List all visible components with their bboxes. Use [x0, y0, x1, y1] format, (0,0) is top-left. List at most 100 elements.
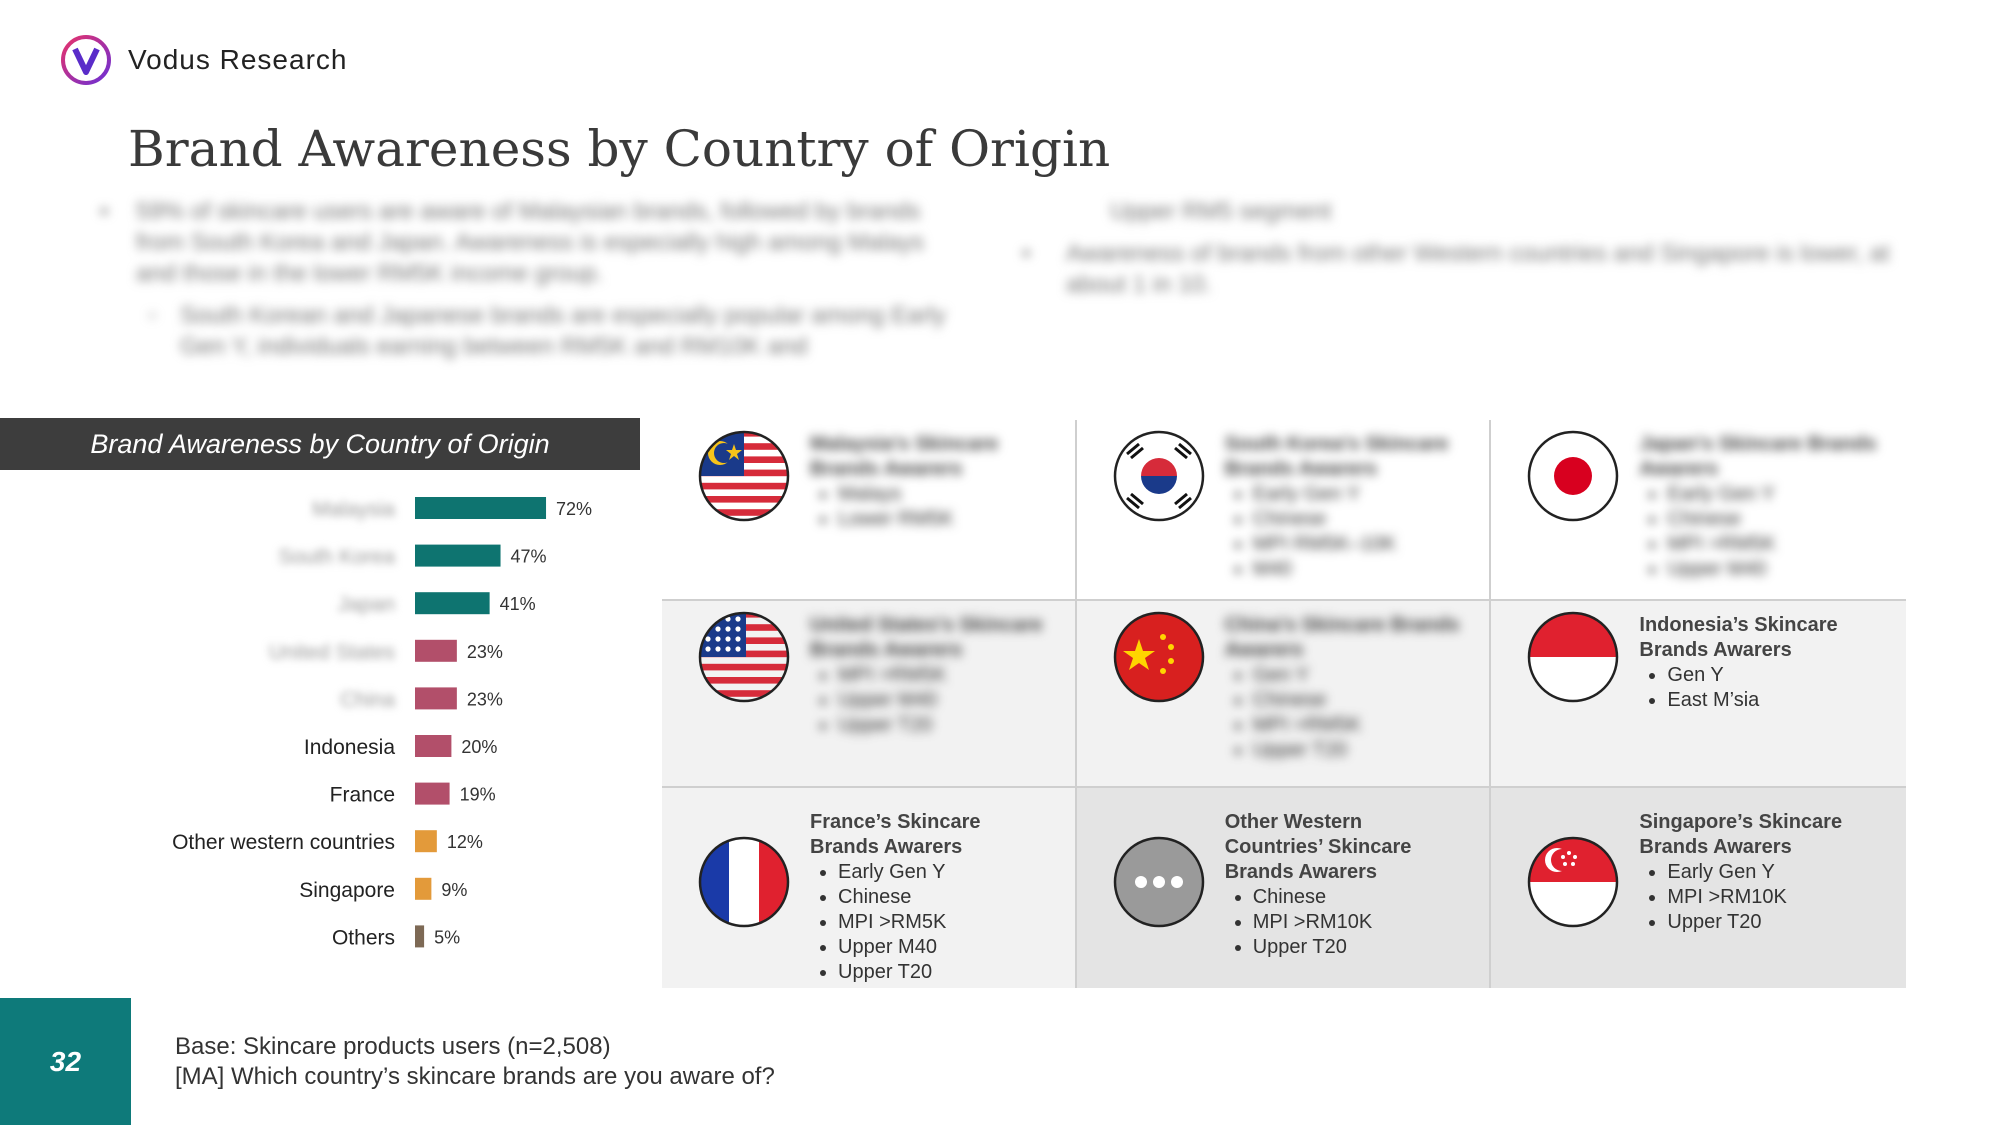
awarers-list: MalaysLower RM5K [810, 482, 1050, 532]
awarers-text: United States's Skincare Brands AwarersM… [810, 613, 1050, 738]
awarers-cell: United States's Skincare Brands AwarersM… [662, 601, 1077, 788]
list-item: MPI >RM5K [838, 910, 1050, 935]
awarers-cell: France’s Skincare Brands AwarersEarly Ge… [662, 788, 1077, 988]
category-label: Other western countries [172, 831, 395, 854]
list-item: Gen Y [1253, 663, 1465, 688]
list-item: M40 [1253, 557, 1465, 582]
awarers-cell: Singapore’s Skincare Brands AwarersEarly… [1491, 788, 1907, 988]
list-item: Upper M40 [838, 688, 1050, 713]
bar-china [415, 687, 457, 710]
awarers-text: Japan's Skincare Brands AwarersEarly Gen… [1639, 432, 1879, 582]
awarers-text: Singapore’s Skincare Brands AwarersEarly… [1639, 810, 1879, 935]
blurred-text: Upper RM5 segment [1110, 198, 1332, 225]
singapore-flag [1527, 836, 1619, 928]
value-label: 23% [467, 642, 503, 662]
list-item: Gen Y [1667, 663, 1879, 688]
vodus-logo-icon [61, 35, 111, 85]
list-item: Early Gen Y [1253, 482, 1465, 507]
usa-flag [698, 611, 790, 703]
awarers-cell: Malaysia's Skincare Brands AwarersMalays… [662, 420, 1077, 601]
category-label: South Korea [278, 546, 395, 569]
category-label: Singapore [299, 879, 395, 902]
list-item: Upper M40 [1667, 557, 1879, 582]
awarers-text: China's Skincare Brands AwarersGen YChin… [1225, 613, 1465, 763]
list-item: MPI RM5K–10K [1253, 532, 1465, 557]
brand-name: Vodus Research [128, 44, 348, 75]
awarers-text: Other Western Countries’ Skincare Brands… [1225, 810, 1465, 960]
list-item: Upper T20 [838, 960, 1050, 985]
awarers-text: South Korea's Skincare Brands AwarersEar… [1225, 432, 1465, 582]
awarers-list: MPI >RM5KUpper M40Upper T20 [810, 663, 1050, 738]
bar-others [415, 925, 425, 948]
awarers-list: Gen YEast M’sia [1639, 663, 1879, 713]
france-flag [698, 836, 790, 928]
awarers-list: Early Gen YMPI >RM10KUpper T20 [1639, 860, 1879, 935]
blurred-bullet-4: • Awareness of brands from other Western… [1022, 238, 1902, 298]
category-label: Indonesia [304, 736, 395, 759]
bar-singapore [415, 877, 432, 900]
list-item: MPI >RM5K [1253, 713, 1465, 738]
blurred-bullet-3: Upper RM5 segment [1110, 196, 1910, 227]
bar-malaysia [415, 497, 547, 519]
blurred-bullet-1: • 59% of skincare users are aware of Mal… [100, 196, 960, 287]
bar-united-states [415, 639, 457, 662]
footnote-base: Base: Skincare products users (n=2,508) [175, 1033, 611, 1060]
value-label: 23% [467, 689, 503, 709]
value-label: 12% [447, 832, 483, 852]
awarers-list: Early Gen YChineseMPI RM5K–10KM40 [1225, 482, 1465, 582]
list-item: MPI >RM10K [1667, 885, 1879, 910]
list-item: Chinese [1253, 885, 1465, 910]
bar-japan [415, 592, 490, 615]
awarers-title: Other Western Countries’ Skincare Brands… [1224, 811, 1412, 883]
list-item: MPI >RM5K [838, 663, 1050, 688]
value-label: 72% [556, 499, 592, 519]
other-countries-icon [1113, 836, 1205, 928]
awarers-title: Singapore’s Skincare Brands Awarers [1639, 811, 1843, 858]
list-item: Upper T20 [1253, 738, 1465, 763]
list-item: Upper T20 [838, 713, 1050, 738]
category-label: Others [332, 926, 395, 949]
awarers-text: Malaysia's Skincare Brands AwarersMalays… [810, 432, 1050, 532]
malaysia-flag [698, 430, 790, 522]
awarers-list: Early Gen YChineseMPI >RM5KUpper M40 [1639, 482, 1879, 582]
list-item: Upper T20 [1667, 910, 1879, 935]
awarers-list: Gen YChineseMPI >RM5KUpper T20 [1225, 663, 1465, 763]
bullet-dot: • [100, 198, 109, 225]
bullet-dot: • [1022, 240, 1031, 267]
awarers-grid: Malaysia's Skincare Brands AwarersMalays… [662, 420, 1907, 988]
blurred-text: Awareness of brands from other Western c… [1066, 240, 1890, 298]
bar-france [415, 782, 450, 805]
list-item: Upper T20 [1253, 935, 1465, 960]
list-item: Early Gen Y [1667, 860, 1879, 885]
list-item: Early Gen Y [838, 860, 1050, 885]
category-label: Malaysia [312, 498, 395, 521]
awarers-cell: Japan's Skincare Brands AwarersEarly Gen… [1491, 420, 1907, 601]
list-item: Upper M40 [838, 935, 1050, 960]
awarers-title: France’s Skincare Brands Awarers [810, 811, 981, 858]
value-label: 47% [511, 547, 547, 567]
chart-title: Brand Awareness by Country of Origin [0, 418, 640, 470]
awarers-title: Japan's Skincare Brands Awarers [1639, 433, 1877, 480]
bullet-dot: ◦ [148, 302, 157, 329]
indonesia-flag [1527, 611, 1619, 703]
page-number: 32 [0, 998, 131, 1125]
awarers-title: United States's Skincare Brands Awarers [810, 614, 1043, 661]
list-item: MPI >RM5K [1667, 532, 1879, 557]
south-korea-flag [1113, 430, 1205, 522]
awarers-title: Malaysia's Skincare Brands Awarers [810, 433, 999, 480]
value-label: 19% [460, 785, 496, 805]
list-item: Lower RM5K [838, 507, 1050, 532]
awarers-cell: South Korea's Skincare Brands AwarersEar… [1076, 420, 1492, 601]
logo: Vodus Research [58, 32, 347, 88]
list-item: East M’sia [1667, 688, 1879, 713]
value-label: 20% [461, 737, 497, 757]
list-item: MPI >RM10K [1253, 910, 1465, 935]
category-label: China [340, 688, 395, 711]
category-label: France [330, 784, 395, 807]
value-label: 41% [500, 594, 536, 614]
bar-chart: Malaysia 72% South Korea 47% Japan 41% United … [172, 497, 592, 949]
footnote: Base: Skincare products users (n=2,508) … [175, 1032, 775, 1092]
value-label: 9% [441, 880, 467, 900]
bar-other-western-countries [415, 830, 437, 853]
list-item: Chinese [838, 885, 1050, 910]
